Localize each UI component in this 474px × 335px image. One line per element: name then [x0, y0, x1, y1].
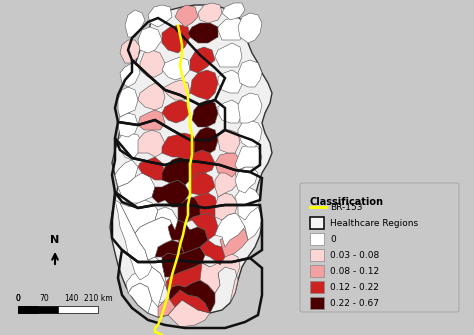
Polygon shape [235, 187, 260, 220]
Polygon shape [185, 213, 218, 240]
Polygon shape [218, 100, 242, 123]
Polygon shape [238, 120, 262, 147]
Polygon shape [238, 60, 262, 87]
Polygon shape [162, 157, 192, 185]
Polygon shape [118, 87, 138, 117]
Text: Classification: Classification [310, 197, 384, 207]
Polygon shape [118, 173, 155, 203]
Polygon shape [175, 5, 198, 27]
Polygon shape [120, 200, 158, 233]
Polygon shape [155, 207, 178, 230]
Polygon shape [162, 57, 190, 80]
Polygon shape [120, 63, 140, 87]
Polygon shape [162, 247, 205, 277]
Polygon shape [188, 23, 218, 43]
Polygon shape [235, 167, 258, 193]
Polygon shape [238, 93, 262, 123]
Polygon shape [215, 213, 245, 247]
Polygon shape [215, 170, 238, 197]
Polygon shape [215, 153, 240, 177]
Polygon shape [140, 50, 165, 77]
Polygon shape [188, 150, 215, 180]
Text: N: N [50, 235, 60, 245]
Polygon shape [162, 133, 198, 160]
Text: 0: 0 [16, 294, 20, 303]
Polygon shape [238, 205, 262, 240]
Polygon shape [218, 17, 245, 40]
Polygon shape [215, 193, 238, 220]
Text: Healthcare Regions: Healthcare Regions [330, 218, 418, 227]
Polygon shape [162, 80, 190, 100]
Polygon shape [194, 127, 218, 153]
Bar [310, 281, 324, 293]
Text: 0.12 - 0.22: 0.12 - 0.22 [330, 282, 379, 291]
Text: 0.03 - 0.08: 0.03 - 0.08 [330, 251, 379, 260]
Polygon shape [110, 5, 272, 317]
Text: 0.08 - 0.12: 0.08 - 0.12 [330, 267, 379, 275]
Polygon shape [220, 227, 248, 257]
Polygon shape [138, 83, 165, 110]
Polygon shape [118, 133, 142, 160]
Polygon shape [190, 70, 218, 100]
Polygon shape [198, 3, 222, 23]
Polygon shape [168, 280, 215, 313]
Polygon shape [138, 130, 165, 157]
Polygon shape [190, 173, 215, 195]
Text: 210 km: 210 km [84, 294, 112, 303]
Polygon shape [218, 70, 242, 93]
Polygon shape [235, 145, 262, 170]
Polygon shape [165, 263, 220, 293]
Polygon shape [138, 27, 162, 53]
Polygon shape [192, 100, 218, 127]
Polygon shape [145, 300, 168, 317]
Polygon shape [218, 130, 240, 153]
Polygon shape [135, 217, 175, 260]
Polygon shape [148, 5, 172, 27]
Text: BR-153: BR-153 [330, 202, 363, 211]
Bar [310, 217, 324, 229]
Polygon shape [222, 3, 245, 20]
Polygon shape [178, 227, 208, 253]
Bar [18, 306, 58, 313]
Polygon shape [125, 10, 145, 37]
Polygon shape [155, 240, 184, 257]
Bar [310, 297, 324, 309]
Text: 140: 140 [64, 294, 79, 303]
Polygon shape [118, 113, 138, 137]
Polygon shape [238, 13, 262, 43]
Polygon shape [115, 200, 152, 280]
Polygon shape [152, 180, 190, 207]
Polygon shape [142, 257, 168, 293]
Polygon shape [120, 40, 140, 63]
Bar [58, 306, 98, 313]
Polygon shape [194, 193, 218, 217]
Bar [18, 306, 38, 313]
FancyBboxPatch shape [300, 183, 459, 312]
Polygon shape [215, 43, 242, 67]
Polygon shape [115, 160, 138, 187]
Text: 0.22 - 0.67: 0.22 - 0.67 [330, 298, 379, 308]
Text: 0: 0 [16, 294, 20, 303]
Polygon shape [168, 300, 210, 327]
Polygon shape [190, 47, 215, 73]
Polygon shape [170, 290, 210, 313]
Polygon shape [168, 220, 208, 253]
Bar [310, 233, 324, 245]
Polygon shape [128, 283, 152, 313]
Polygon shape [200, 240, 225, 265]
Text: 70: 70 [40, 294, 50, 303]
Polygon shape [138, 157, 165, 180]
Polygon shape [138, 110, 165, 130]
Polygon shape [158, 297, 182, 317]
Bar [310, 265, 324, 277]
Polygon shape [178, 197, 205, 223]
Polygon shape [162, 25, 190, 53]
Polygon shape [200, 253, 240, 303]
Text: 0: 0 [330, 234, 336, 244]
Polygon shape [126, 267, 165, 307]
Polygon shape [162, 100, 190, 123]
Bar [310, 249, 324, 261]
